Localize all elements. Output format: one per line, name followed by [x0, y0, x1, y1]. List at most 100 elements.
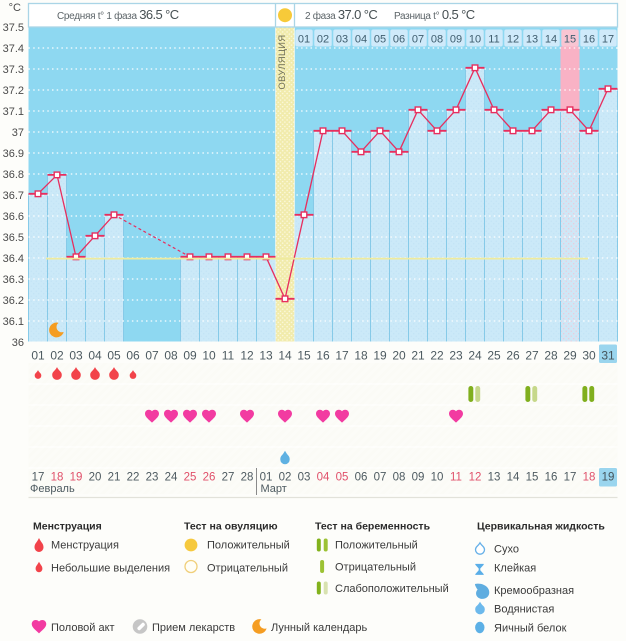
svg-text:Клейкая: Клейкая	[494, 563, 536, 575]
svg-text:Отрицательный: Отрицательный	[335, 562, 416, 574]
svg-text:2 фаза 37.0 °C: 2 фаза 37.0 °C	[305, 7, 377, 22]
svg-text:06: 06	[393, 34, 405, 46]
svg-text:01: 01	[260, 472, 273, 484]
svg-text:04: 04	[317, 472, 330, 484]
svg-text:36.8: 36.8	[3, 169, 24, 181]
svg-text:02: 02	[317, 34, 329, 46]
svg-text:03: 03	[336, 34, 348, 46]
svg-text:Март: Март	[261, 483, 287, 495]
svg-text:Прием лекарств: Прием лекарств	[152, 622, 235, 634]
svg-text:09: 09	[412, 472, 425, 484]
svg-text:23: 23	[146, 472, 159, 484]
svg-text:08: 08	[164, 349, 178, 363]
svg-text:22: 22	[430, 349, 444, 363]
svg-text:03: 03	[298, 472, 311, 484]
svg-text:02: 02	[279, 472, 292, 484]
svg-text:36.7: 36.7	[3, 190, 24, 202]
svg-text:Менструация: Менструация	[51, 540, 119, 552]
svg-text:06: 06	[355, 472, 368, 484]
svg-text:20: 20	[89, 472, 102, 484]
svg-text:37.2: 37.2	[3, 85, 24, 97]
svg-text:Отрицательный: Отрицательный	[207, 563, 288, 575]
svg-text:37.1: 37.1	[3, 106, 24, 118]
svg-text:13: 13	[488, 472, 501, 484]
svg-text:Кремообразная: Кремообразная	[494, 585, 574, 597]
svg-text:14: 14	[507, 472, 520, 484]
svg-text:Половой акт: Половой акт	[51, 622, 115, 634]
svg-text:20: 20	[392, 349, 406, 363]
svg-text:05: 05	[374, 34, 386, 46]
svg-text:17: 17	[602, 34, 614, 46]
svg-text:Сухо: Сухо	[494, 544, 519, 556]
svg-text:°C: °C	[9, 2, 21, 14]
svg-text:02: 02	[50, 349, 64, 363]
svg-text:24: 24	[468, 349, 482, 363]
svg-text:17: 17	[335, 349, 349, 363]
svg-text:19: 19	[373, 349, 387, 363]
svg-text:37.3: 37.3	[3, 64, 24, 76]
svg-text:28: 28	[544, 349, 558, 363]
svg-text:16: 16	[545, 472, 558, 484]
svg-text:28: 28	[241, 472, 254, 484]
svg-text:Тест на овуляцию: Тест на овуляцию	[184, 521, 278, 533]
svg-text:16: 16	[316, 349, 330, 363]
svg-text:06: 06	[126, 349, 140, 363]
svg-text:10: 10	[431, 472, 444, 484]
svg-text:37.5: 37.5	[3, 22, 24, 34]
svg-text:36.3: 36.3	[3, 274, 24, 286]
svg-text:26: 26	[203, 472, 216, 484]
svg-text:19: 19	[70, 472, 83, 484]
svg-text:09: 09	[450, 34, 462, 46]
svg-text:Водянистая: Водянистая	[494, 604, 554, 616]
svg-text:12: 12	[240, 349, 254, 363]
svg-text:07: 07	[374, 472, 387, 484]
svg-text:05: 05	[107, 349, 121, 363]
svg-text:36: 36	[12, 337, 24, 349]
svg-text:07: 07	[145, 349, 159, 363]
svg-text:10: 10	[469, 34, 481, 46]
svg-text:Разница t° 0.5 °C: Разница t° 0.5 °C	[394, 7, 475, 22]
svg-text:10: 10	[202, 349, 216, 363]
svg-text:18: 18	[51, 472, 64, 484]
svg-text:13: 13	[259, 349, 273, 363]
svg-text:Яичный белок: Яичный белок	[494, 623, 567, 635]
svg-text:Цервикальная жидкость: Цервикальная жидкость	[477, 521, 605, 533]
svg-text:01: 01	[298, 34, 310, 46]
svg-text:Средняя t° 1 фаза 36.5 °C: Средняя t° 1 фаза 36.5 °C	[57, 7, 179, 22]
svg-text:Положительный: Положительный	[335, 540, 418, 552]
svg-text:17: 17	[32, 472, 45, 484]
svg-text:21: 21	[411, 349, 425, 363]
svg-text:Февраль: Февраль	[30, 483, 75, 495]
svg-text:18: 18	[354, 349, 368, 363]
svg-text:17: 17	[564, 472, 577, 484]
svg-text:31: 31	[601, 349, 615, 363]
svg-text:04: 04	[88, 349, 102, 363]
svg-text:37: 37	[12, 127, 24, 139]
svg-text:14: 14	[545, 34, 557, 46]
svg-text:01: 01	[31, 349, 45, 363]
svg-text:Менструация: Менструация	[33, 521, 102, 533]
svg-text:03: 03	[69, 349, 83, 363]
svg-text:23: 23	[449, 349, 463, 363]
svg-text:36.1: 36.1	[3, 316, 24, 328]
svg-text:08: 08	[431, 34, 443, 46]
svg-text:11: 11	[488, 34, 499, 46]
svg-text:18: 18	[583, 472, 596, 484]
svg-text:Слабоположительный: Слабоположительный	[335, 583, 449, 595]
svg-text:04: 04	[355, 34, 367, 46]
svg-text:30: 30	[582, 349, 596, 363]
svg-text:Положительный: Положительный	[207, 540, 290, 552]
svg-text:ОВУЛЯЦИЯ: ОВУЛЯЦИЯ	[277, 34, 287, 89]
svg-text:15: 15	[564, 34, 576, 46]
svg-text:29: 29	[563, 349, 577, 363]
svg-text:37.4: 37.4	[3, 43, 24, 55]
svg-text:36.9: 36.9	[3, 148, 24, 160]
svg-text:15: 15	[297, 349, 311, 363]
svg-text:19: 19	[602, 472, 615, 484]
svg-text:Небольшие выделения: Небольшие выделения	[51, 563, 170, 575]
svg-text:09: 09	[183, 349, 197, 363]
svg-text:36.6: 36.6	[3, 211, 24, 223]
svg-text:36.5: 36.5	[3, 232, 24, 244]
svg-text:14: 14	[278, 349, 292, 363]
svg-text:25: 25	[487, 349, 501, 363]
